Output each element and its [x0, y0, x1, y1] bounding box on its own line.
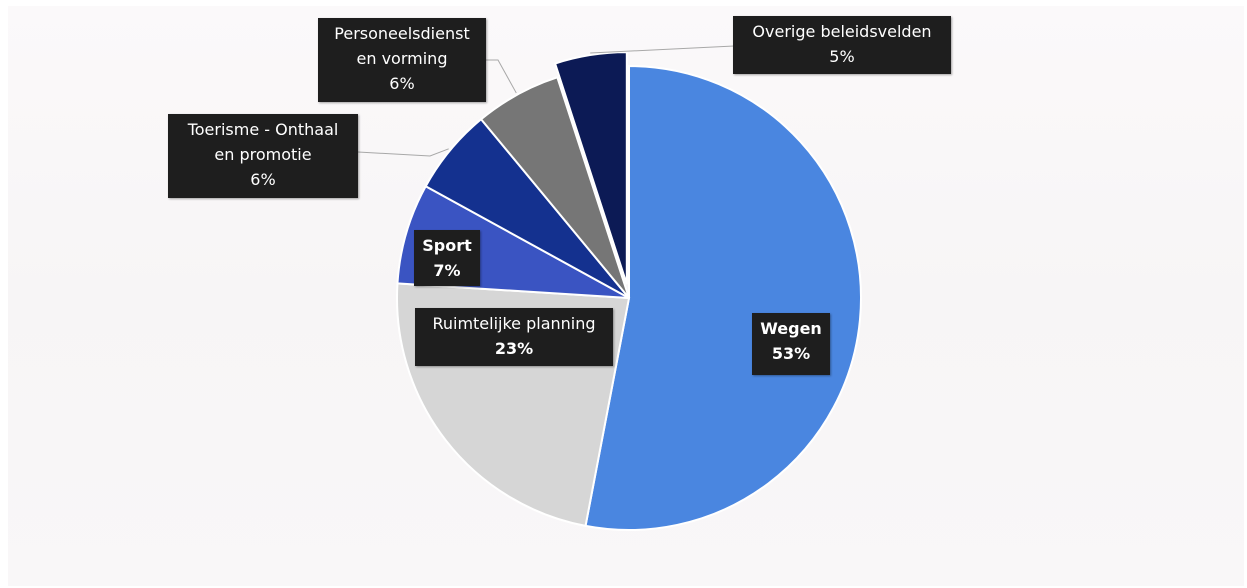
- pie-slice-personeelsdienst-en-vorming: [479, 76, 630, 299]
- data-label-toerisme-name-line1: Toerisme - Onthaal: [187, 120, 339, 139]
- data-label-overige-value: 5%: [829, 47, 855, 66]
- data-label-sport: Sport 7%: [414, 230, 480, 286]
- leader-line-toerisme-onthaal-en-promotie: [357, 148, 449, 157]
- data-label-ruimtelijke-planning-value: 23%: [494, 339, 534, 358]
- data-label-personeelsdienst-name-line2: en vorming: [356, 49, 448, 68]
- data-label-toerisme-value: 6%: [250, 170, 276, 189]
- data-label-overige: Overige beleidsvelden 5%: [733, 16, 951, 74]
- data-label-personeelsdienst-value: 6%: [389, 74, 415, 93]
- pie-slice-wegen: [584, 64, 862, 531]
- data-label-wegen-value: 53%: [771, 344, 811, 363]
- data-label-toerisme-name-line2: en promotie: [214, 145, 312, 164]
- data-label-sport-name: Sport: [422, 236, 472, 255]
- leader-line-personeelsdienst-en-vorming: [486, 59, 517, 94]
- data-label-overige-name: Overige beleidsvelden: [752, 22, 932, 41]
- data-label-ruimtelijke-planning-name: Ruimtelijke planning: [432, 314, 596, 333]
- data-label-toerisme: Toerisme - Onthaal en promotie 6%: [168, 114, 358, 198]
- data-label-personeelsdienst-name-line1: Personeelsdienst: [334, 24, 470, 43]
- data-label-ruimtelijke-planning: Ruimtelijke planning 23%: [415, 308, 613, 366]
- leader-line-overige-beleidsvelden: [590, 45, 735, 54]
- data-label-sport-value: 7%: [433, 261, 461, 280]
- data-label-personeelsdienst: Personeelsdienst en vorming 6%: [318, 18, 486, 102]
- pie-slice-overige-beleidsvelden: [553, 51, 628, 285]
- data-label-wegen-name: Wegen: [760, 319, 822, 338]
- data-label-wegen: Wegen 53%: [752, 313, 830, 375]
